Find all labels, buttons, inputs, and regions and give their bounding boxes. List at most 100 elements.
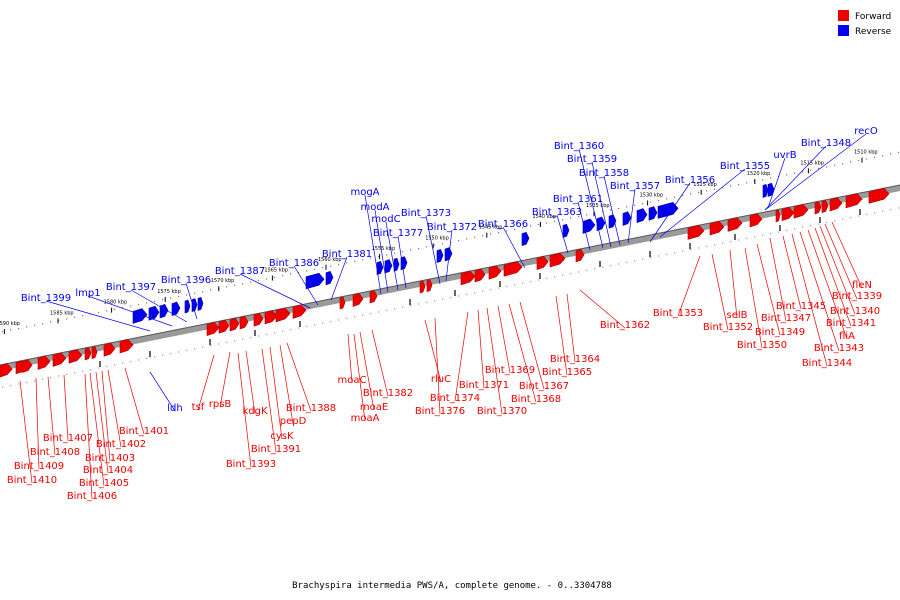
gene-label: Bint_1347 <box>761 313 811 324</box>
leader-line <box>555 295 568 376</box>
leader-line <box>19 380 33 484</box>
gene-label: Bint_1345 <box>776 301 826 312</box>
gene-label: Bint_1405 <box>79 478 129 489</box>
ruler-dots <box>2 151 900 388</box>
leader-line <box>185 282 198 320</box>
ruler-dot-lower <box>578 271 580 273</box>
ruler-dot <box>530 225 532 227</box>
leader-line <box>799 231 840 352</box>
ruler-dot <box>842 163 844 165</box>
forward-gene-arrow <box>352 293 364 307</box>
gene-label: Bint_1393 <box>226 459 276 470</box>
leader-line <box>519 301 545 390</box>
gene-label: Bint_1348 <box>801 138 851 149</box>
ruler-dot-lower <box>402 306 404 308</box>
ruler-dot-lower <box>810 225 812 227</box>
ruler-dot-lower <box>882 210 884 212</box>
ruler-dot <box>890 153 892 155</box>
ruler-dot-lower <box>642 258 644 260</box>
forward-gene-arrow <box>264 310 278 325</box>
kbp-ticks: 1510 kbp 1515 kbp 1520 kbp 1525 kbp 1530 kbp… <box>0 150 878 335</box>
leader-line <box>659 168 746 238</box>
gene-label: Bint_1403 <box>85 453 135 464</box>
ruler-dot <box>2 331 4 333</box>
gene-label: Bint_1409 <box>14 461 64 472</box>
gene-label: Bint_1367 <box>519 381 569 392</box>
ruler-dot-lower <box>466 293 468 295</box>
ruler-dot-lower <box>74 372 76 374</box>
ruler-dot-lower <box>874 212 876 214</box>
ruler-dot-lower <box>82 370 84 372</box>
gene-label: Bint_1388 <box>286 403 336 414</box>
gene-label: moaE <box>360 402 388 413</box>
ruler-dot <box>458 239 460 242</box>
tick-label: 1560 kbp <box>318 257 342 263</box>
ruler-dot-lower <box>274 332 276 334</box>
gene-label: Bint_1369 <box>485 365 535 376</box>
leader-line <box>107 369 122 448</box>
ruler-dot-lower <box>442 298 444 300</box>
ruler-dot-lower <box>162 354 164 356</box>
ruler-dot-lower <box>594 268 596 270</box>
tick-label: 1580 kbp <box>104 300 128 306</box>
reverse-gene-arrow <box>596 216 606 232</box>
ruler-dot-lower <box>818 223 820 225</box>
reverse-gene-arrow <box>436 249 444 264</box>
gene-label: Bint_1404 <box>83 465 133 476</box>
ruler-dot-lower <box>554 276 556 278</box>
gene-label: Bint_1364 <box>550 354 600 365</box>
ruler-dot <box>362 259 364 261</box>
ruler-dot <box>434 244 436 246</box>
ruler-dot <box>570 217 572 219</box>
tick-label: 1555 kbp <box>372 246 396 252</box>
leader-line <box>293 265 319 306</box>
gene-label: Bint_1408 <box>30 447 80 458</box>
ruler-dot <box>586 214 588 216</box>
ruler-dot-lower <box>410 305 412 307</box>
forward-gene-arrow <box>84 347 92 361</box>
label-leader-lines <box>19 133 867 500</box>
forward-gene-arrow <box>21 359 33 374</box>
leader-line <box>556 214 569 254</box>
ruler-dot <box>698 191 700 194</box>
ruler-dot-lower <box>370 313 372 315</box>
gene-label: recO <box>854 126 878 137</box>
tick-label: 1510 kbp <box>854 150 878 156</box>
ruler-dot-lower <box>418 303 420 305</box>
gene-label: Bint_1359 <box>567 154 617 165</box>
ruler-dot <box>538 223 540 226</box>
ruler-dot-lower <box>106 365 108 367</box>
ruler-dot <box>10 329 12 331</box>
gene-label: Bint_1374 <box>430 393 480 404</box>
ruler-dot-lower <box>658 255 660 257</box>
ruler-dot-lower <box>538 279 540 281</box>
gene-label: Bint_1341 <box>826 318 876 329</box>
ruler-dot-lower <box>450 297 452 299</box>
ruler-dot <box>634 204 636 206</box>
ruler-dot-lower <box>562 274 564 276</box>
gene-label: Bint_1376 <box>415 406 465 417</box>
legend-reverse-swatch <box>838 25 849 36</box>
ruler-dot-lower <box>290 329 292 331</box>
gene-label: Bint_1397 <box>106 282 156 293</box>
ruler-dot-lower <box>114 364 116 366</box>
ruler-dot-lower <box>58 375 60 377</box>
leader-line <box>769 237 787 322</box>
ruler-dot <box>186 294 188 296</box>
ruler-dot-lower <box>522 282 524 284</box>
tick-label: 1565 kbp <box>264 268 288 274</box>
ruler-dot <box>58 319 60 322</box>
gene-label: pepD <box>280 416 307 427</box>
ruler-dot <box>114 308 116 310</box>
ruler-dot-lower <box>506 285 508 287</box>
forward-gene-arrow <box>474 268 486 283</box>
gene-label: Bint_1352 <box>703 322 753 333</box>
ruler-dot <box>98 311 100 314</box>
forward-gene-arrow <box>687 224 705 240</box>
gene-label: Bint_1349 <box>755 327 805 338</box>
reverse-gene-arrow <box>171 301 181 317</box>
forward-gene-arrow <box>103 342 116 357</box>
ruler-dot <box>146 302 148 304</box>
leader-line <box>364 194 382 295</box>
